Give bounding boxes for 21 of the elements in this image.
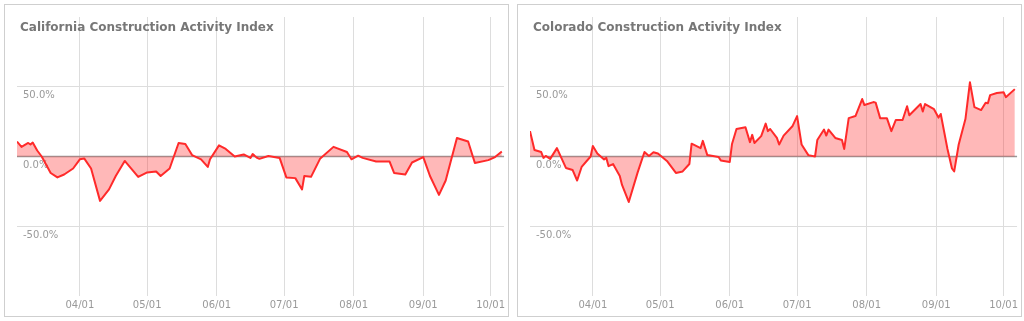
x-tick-label: 06/01 (715, 298, 745, 310)
y-tick-label: 50.0% (23, 89, 55, 101)
chart-title: California Construction Activity Index (20, 20, 274, 35)
x-tick-label: 10/01 (476, 298, 505, 310)
x-tick-label: 09/01 (408, 298, 438, 310)
x-tick-label: 09/01 (921, 298, 951, 310)
x-tick-label: 04/01 (65, 298, 95, 310)
y-tick-label: 0.0% (536, 159, 562, 171)
x-tick-label: 08/01 (852, 298, 882, 310)
x-tick-label: 04/01 (578, 298, 608, 310)
x-tick-label: 10/01 (989, 298, 1018, 310)
x-tick-label: 05/01 (132, 298, 162, 310)
x-tick-label: 05/01 (645, 298, 675, 310)
x-tick-label: 06/01 (202, 298, 232, 310)
chart-title: Colorado Construction Activity Index (533, 20, 782, 35)
x-tick-label: 08/01 (339, 298, 369, 310)
y-tick-label: 50.0% (536, 89, 568, 101)
x-tick-label: 07/01 (782, 298, 812, 310)
y-tick-label: -50.0% (536, 228, 572, 240)
y-tick-label: -50.0% (23, 228, 59, 240)
x-tick-label: 07/01 (269, 298, 299, 310)
